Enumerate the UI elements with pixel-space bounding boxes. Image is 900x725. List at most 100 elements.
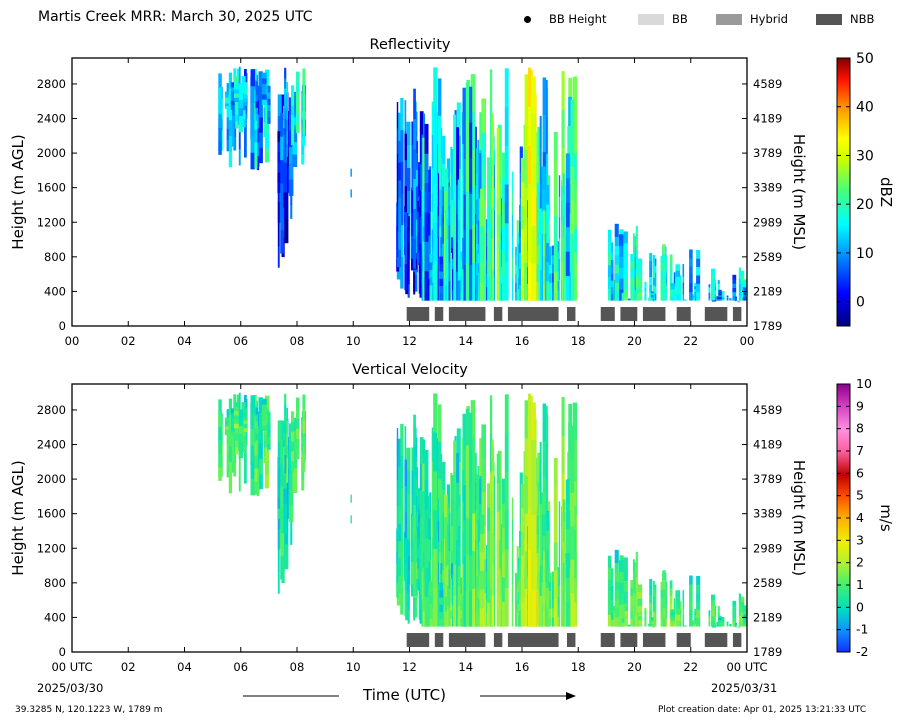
precip-cell <box>453 502 457 534</box>
precip-cell <box>448 607 451 627</box>
precip-cell <box>670 623 675 627</box>
precip-cell <box>462 268 464 301</box>
precip-cell <box>417 568 420 579</box>
precip-cell <box>250 461 255 479</box>
precip-cell <box>302 81 306 95</box>
precip-cell <box>562 278 565 301</box>
precip-cell <box>497 270 502 301</box>
precip-cell <box>283 105 285 114</box>
precip-cell <box>531 514 536 552</box>
precip-cell <box>570 459 575 493</box>
precip-cell <box>696 258 701 268</box>
precip-cell <box>543 255 545 271</box>
y-tick-label: 0 <box>59 645 66 659</box>
x-tick-label: 02 <box>121 334 136 348</box>
nbb-bar <box>406 633 430 647</box>
precip-cell <box>234 406 239 412</box>
precip-cell <box>456 428 461 462</box>
precip-cell <box>256 467 260 483</box>
precip-cell <box>621 618 625 621</box>
precip-cell <box>673 276 676 282</box>
precip-cell <box>426 539 431 562</box>
precip-cell <box>689 249 693 259</box>
precip-cell <box>250 135 255 153</box>
precip-cell <box>518 265 521 278</box>
precip-cell <box>411 212 415 236</box>
precip-cell <box>689 600 693 610</box>
precip-cell <box>230 421 235 427</box>
precip-cell <box>652 255 655 263</box>
precip-cell <box>662 616 666 627</box>
reflectivity-panel: 00 02 04 06 08 10 12 14 16 18 20 22 0004008001200160… <box>9 51 895 348</box>
precip-cell <box>546 442 548 480</box>
precip-cell <box>417 252 420 264</box>
precip-cell <box>423 439 425 472</box>
precip-cell <box>561 473 565 513</box>
y-tick-label-right: 3789 <box>753 472 782 486</box>
precip-cell <box>417 242 420 253</box>
precip-cell <box>258 458 263 474</box>
precip-cell <box>675 264 681 271</box>
precip-cell <box>504 548 509 588</box>
precip-cell <box>243 427 248 432</box>
precip-cell <box>531 402 536 441</box>
precip-cell <box>516 599 519 614</box>
precip-cell <box>652 603 655 612</box>
precip-cell <box>462 594 464 627</box>
precip-cell <box>255 94 258 102</box>
x-tick-label: 00 <box>740 334 755 348</box>
precip-cell <box>615 282 620 292</box>
precip-cell <box>445 270 449 286</box>
precip-cell <box>716 624 720 626</box>
precip-cell <box>450 260 452 270</box>
precip-cell <box>662 253 666 264</box>
precip-cell <box>267 424 271 432</box>
precip-cell <box>238 417 244 426</box>
precip-cell <box>675 590 681 597</box>
precip-cell <box>654 591 657 599</box>
precip-cell <box>429 269 433 278</box>
precip-cell <box>490 184 493 224</box>
precip-cell <box>424 479 429 510</box>
precip-cell <box>468 193 473 230</box>
precip-cell <box>490 69 493 109</box>
precip-cell <box>451 289 455 301</box>
precip-cell <box>468 412 473 449</box>
precip-cell <box>258 412 263 429</box>
precip-cell <box>732 617 737 623</box>
precip-cell <box>424 508 429 539</box>
precip-cell <box>539 564 542 596</box>
precip-cell <box>280 183 284 207</box>
y-tick-label: 800 <box>44 250 66 264</box>
precip-cell <box>717 283 720 288</box>
precip-cell <box>230 91 235 97</box>
precip-cell <box>228 430 233 447</box>
precip-cell <box>558 196 561 218</box>
precip-cell <box>518 614 521 627</box>
precip-cell <box>524 187 530 226</box>
precip-cell <box>708 620 711 624</box>
precip-cell <box>291 421 295 432</box>
precip-cell <box>607 567 612 580</box>
precip-cell <box>450 224 454 251</box>
precip-cell <box>733 625 736 627</box>
colorbar-tick-label: 9 <box>856 398 864 413</box>
precip-cell <box>277 161 281 173</box>
precip-cell <box>224 431 229 436</box>
precip-cell <box>504 471 509 511</box>
precip-cell <box>400 550 404 583</box>
y-tick-label-right: 3389 <box>753 507 782 521</box>
precip-cell <box>708 623 711 627</box>
precip-cell <box>720 623 725 625</box>
precip-cell <box>445 551 449 567</box>
precip-cell <box>635 263 638 276</box>
precip-cell <box>296 81 300 93</box>
precip-cell <box>562 520 565 542</box>
precip-cell <box>615 291 620 301</box>
precip-cell <box>487 554 491 579</box>
precip-cell <box>502 177 506 203</box>
nbb-bar <box>732 307 742 321</box>
precip-cell <box>224 429 229 433</box>
precip-cell <box>539 441 542 474</box>
precip-cell <box>551 607 555 618</box>
